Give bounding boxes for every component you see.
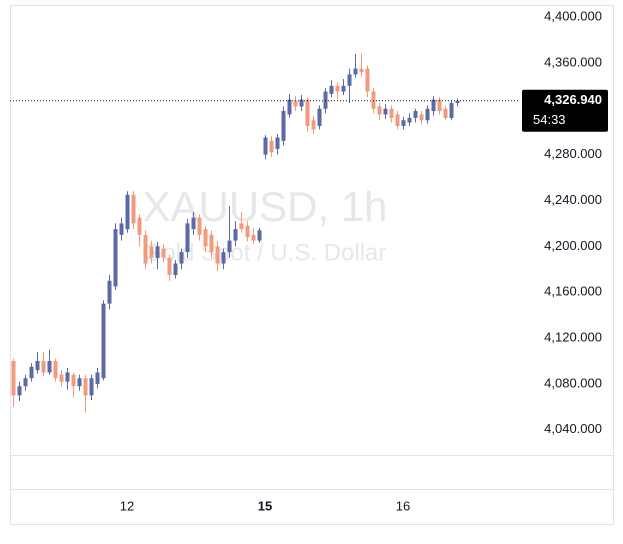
candle-body	[113, 229, 118, 287]
x-tick-label: 15	[258, 498, 272, 513]
candle-body	[167, 257, 172, 275]
candle-body	[197, 217, 202, 235]
candle-body	[413, 111, 418, 118]
candle-body	[281, 111, 286, 141]
candle-body	[233, 229, 238, 241]
candle-body	[173, 263, 178, 275]
candle-body	[77, 378, 82, 387]
candle-body	[377, 106, 382, 115]
y-tick-label: 4,360.000	[544, 54, 602, 69]
candle-body	[107, 280, 112, 304]
candle-body	[149, 246, 154, 258]
candle-body	[41, 360, 46, 373]
candle-body	[185, 223, 190, 253]
candle-body	[431, 99, 436, 112]
watermark-subtitle: Gold Spot / U.S. Dollar	[144, 239, 387, 266]
candle-body	[251, 234, 256, 241]
y-tick-label: 4,400.000	[544, 8, 602, 23]
candle-body	[299, 99, 304, 107]
candle-body	[347, 74, 352, 86]
candle-body	[335, 85, 340, 92]
candle-body	[269, 140, 274, 153]
candle-body	[365, 68, 370, 92]
candle-body	[353, 68, 358, 75]
candle-body	[17, 386, 22, 396]
candle-body	[287, 99, 292, 115]
candle-body	[59, 374, 64, 382]
candle-body	[131, 194, 136, 224]
candle-body	[227, 240, 232, 253]
candle-body	[311, 120, 316, 130]
candle-body	[161, 248, 166, 258]
candle-body	[293, 100, 298, 107]
candle-body	[419, 114, 424, 121]
candle-body	[407, 117, 412, 123]
y-tick-label: 4,120.000	[544, 329, 602, 344]
candle-body	[245, 225, 250, 238]
candle-body	[239, 223, 244, 230]
candle-body	[35, 360, 40, 371]
y-tick-label: 4,240.000	[544, 192, 602, 207]
candle-body	[71, 374, 76, 387]
candle-body	[83, 378, 88, 396]
candle-body	[437, 99, 442, 112]
candle-body	[317, 108, 322, 126]
y-tick-label: 4,280.000	[544, 146, 602, 161]
watermark: XAUUSD, 1h	[142, 183, 387, 230]
candle-body	[371, 91, 376, 109]
x-tick-label: 12	[120, 498, 134, 513]
y-tick-label: 4,080.000	[544, 375, 602, 390]
candle-body	[449, 103, 454, 118]
candle-body	[395, 114, 400, 126]
candle-body	[209, 234, 214, 253]
candle-body	[203, 229, 208, 247]
candle-body	[143, 234, 148, 264]
candle-body	[89, 378, 94, 396]
last-price-box	[522, 89, 608, 132]
candle-body	[383, 108, 388, 115]
candle-body	[341, 85, 346, 92]
x-tick-label: 16	[396, 498, 410, 513]
candle-body	[221, 252, 226, 264]
candle-body	[137, 217, 142, 235]
y-tick-label: 4,200.000	[544, 238, 602, 253]
candle-body	[23, 378, 28, 387]
y-tick-label: 4,040.000	[544, 421, 602, 436]
candle-body	[11, 360, 16, 396]
candle-body	[125, 194, 130, 230]
y-tick-label: 4,160.000	[544, 284, 602, 299]
candle-body	[323, 91, 328, 109]
candle-body	[155, 246, 160, 258]
candle-body	[53, 360, 58, 379]
candle-body	[29, 366, 34, 379]
candle-body	[329, 85, 334, 94]
candle-body	[257, 230, 262, 241]
candle-body	[95, 372, 100, 384]
candle-body	[119, 223, 124, 235]
candle-body	[359, 68, 364, 73]
candle-body	[425, 108, 430, 121]
candle-body	[215, 246, 220, 264]
candle-body	[65, 372, 70, 382]
candle-body	[191, 217, 196, 230]
candle-body	[401, 120, 406, 126]
candle-body	[455, 100, 460, 104]
candle-body	[389, 108, 394, 118]
candle-body	[101, 303, 106, 379]
last-price-label: 4,326.940	[544, 92, 602, 107]
chart-frame	[10, 5, 614, 525]
candle-body	[47, 360, 52, 373]
candle-body	[263, 137, 268, 155]
countdown: 54:33	[533, 112, 566, 127]
candle-body	[443, 108, 448, 118]
candle-body	[305, 99, 310, 126]
candle-body	[275, 137, 280, 149]
candle-body	[179, 252, 184, 264]
